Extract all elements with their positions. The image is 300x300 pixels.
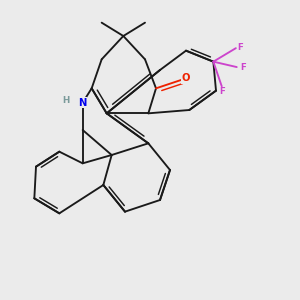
Text: F: F xyxy=(238,43,243,52)
Text: O: O xyxy=(182,73,190,83)
Text: F: F xyxy=(220,87,225,96)
Text: F: F xyxy=(240,63,246,72)
Text: N: N xyxy=(79,98,87,108)
Text: H: H xyxy=(62,96,70,105)
